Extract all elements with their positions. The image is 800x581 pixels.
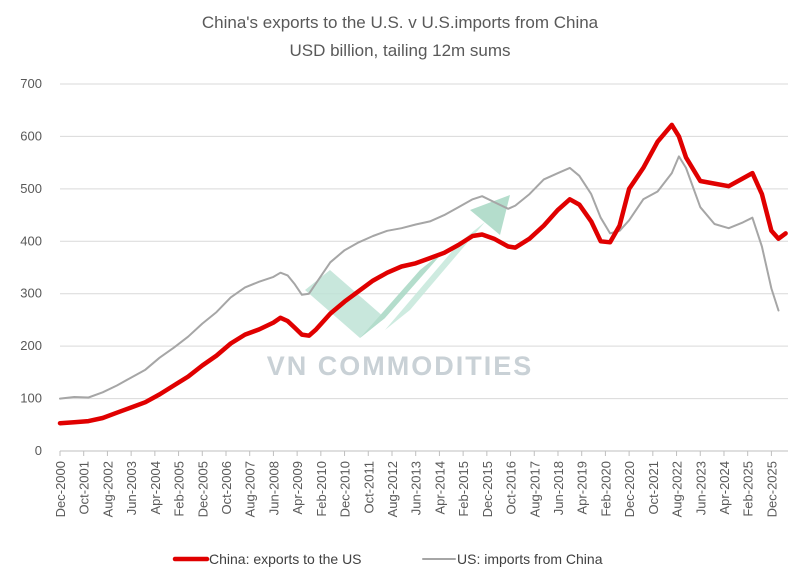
x-tick-label: Oct-2001 <box>77 461 92 514</box>
y-tick-label: 600 <box>20 128 42 143</box>
x-tick-label: Apr-2004 <box>148 461 163 514</box>
y-tick-label: 700 <box>20 76 42 91</box>
x-tick-label: Oct-2011 <box>361 461 376 514</box>
x-tick-label: Jun-2018 <box>551 461 566 515</box>
x-tick-label: Dec-2010 <box>338 461 353 517</box>
x-tick-label: Feb-2005 <box>172 461 187 517</box>
watermark-text: VN COMMODITIES <box>267 351 534 381</box>
x-tick-label: Dec-2020 <box>622 461 637 517</box>
x-tick-label: Aug-2002 <box>100 461 115 517</box>
x-tick-label: Oct-2021 <box>646 461 661 514</box>
legend: China: exports to the US US: imports from… <box>172 551 603 567</box>
x-tick-label: Jun-2008 <box>266 461 281 515</box>
series-lines <box>57 122 788 426</box>
x-tick-label: Apr-2024 <box>717 461 732 514</box>
y-tick-label: 300 <box>20 286 42 301</box>
series-line-0 <box>57 122 788 426</box>
x-tick-label: Apr-2019 <box>575 461 590 514</box>
x-tick-label: Dec-2000 <box>53 461 68 517</box>
x-axis: Dec-2000 Oct-2001 Aug-2002 Jun-2003 Apr-2004… <box>53 450 788 517</box>
x-tick-label: Jun-2003 <box>124 461 139 515</box>
x-tick-label: Oct-2016 <box>504 461 519 514</box>
x-tick-label: Dec-2015 <box>480 461 495 517</box>
x-tick-label: Jun-2023 <box>693 461 708 515</box>
y-tick-label: 100 <box>20 391 42 406</box>
legend-label-1: US: imports from China <box>457 551 603 567</box>
chart-title: China's exports to the U.S. v U.S.import… <box>202 13 599 32</box>
x-tick-label: Feb-2015 <box>456 461 471 517</box>
x-tick-label: Aug-2022 <box>670 461 685 517</box>
x-tick-label: Apr-2009 <box>290 461 305 514</box>
y-tick-label: 200 <box>20 338 42 353</box>
x-tick-label: Oct-2006 <box>219 461 234 514</box>
x-tick-label: Dec-2025 <box>764 461 779 517</box>
x-tick-label: Feb-2025 <box>741 461 756 517</box>
gridlines <box>60 83 788 400</box>
y-tick-label: 500 <box>20 181 42 196</box>
x-tick-label: Feb-2010 <box>314 461 329 517</box>
y-tick-label: 400 <box>20 233 42 248</box>
x-tick-label: Dec-2005 <box>195 461 210 517</box>
y-axis-tick-labels: 0 100 200 300 400 500 600 700 <box>20 76 42 458</box>
legend-label-0: China: exports to the US <box>209 551 362 567</box>
x-tick-label: Aug-2012 <box>385 461 400 517</box>
x-tick-label: Feb-2020 <box>598 461 613 517</box>
chart-subtitle: USD billion, tailing 12m sums <box>289 41 510 60</box>
x-tick-label: Jun-2013 <box>409 461 424 515</box>
x-tick-label: Aug-2007 <box>243 461 258 517</box>
x-tick-label: Apr-2014 <box>432 461 447 514</box>
y-tick-label: 0 <box>35 443 42 458</box>
x-tick-label: Aug-2017 <box>527 461 542 517</box>
series-line-1 <box>59 155 780 400</box>
watermark: VN COMMODITIES <box>267 195 534 381</box>
